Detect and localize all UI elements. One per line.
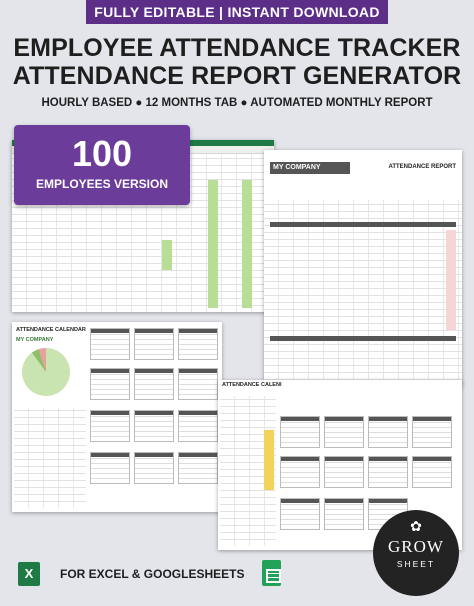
month-calendar <box>324 456 364 488</box>
report-company: MY COMPANY <box>270 162 350 174</box>
month-calendar <box>324 498 364 530</box>
employees-badge: 100 EMPLOYEES VERSION <box>14 125 190 205</box>
month-calendar <box>90 368 130 400</box>
calendar-company: MY COMPANY <box>16 337 54 343</box>
report-title: ATTENDANCE REPORT <box>388 164 456 170</box>
subtitle: HOURLY BASED ● 12 MONTHS TAB ● AUTOMATED… <box>41 97 433 109</box>
summary-table <box>14 408 86 508</box>
month-calendar <box>280 416 320 448</box>
grow-sheet-logo: ✿ GROW SHEET <box>373 510 459 596</box>
present-column <box>242 180 252 308</box>
month-calendar <box>368 416 408 448</box>
report-section-bar <box>270 336 456 341</box>
footer-text: FOR EXCEL & GOOGLESHEETS <box>60 567 245 581</box>
calendar-title: ATTENDANCE CALENDAR <box>16 327 86 333</box>
month-calendar <box>90 452 130 484</box>
month-calendar <box>324 416 364 448</box>
report-section-bar <box>270 222 456 227</box>
month-calendar <box>90 410 130 442</box>
month-calendar <box>412 456 452 488</box>
present-column <box>162 240 172 270</box>
report-total-column <box>446 230 456 330</box>
attendance-pie-chart <box>22 348 70 396</box>
present-column <box>208 180 218 308</box>
excel-icon: X <box>18 562 40 586</box>
month-calendar <box>368 456 408 488</box>
month-calendar <box>134 328 174 360</box>
month-calendar <box>178 328 218 360</box>
badge-number: 100 <box>71 133 133 174</box>
month-calendar <box>178 410 218 442</box>
calendar-title-2: ATTENDANCE CALENI <box>222 382 282 388</box>
logo-line-1: GROW <box>388 537 444 556</box>
month-calendar <box>90 328 130 360</box>
attendance-report-screenshot: MY COMPANY ATTENDANCE REPORT <box>264 150 462 386</box>
month-calendar <box>280 456 320 488</box>
top-banner: FULLY EDITABLE | INSTANT DOWNLOAD <box>86 0 388 24</box>
google-sheets-icon <box>262 560 281 586</box>
report-grid <box>264 200 462 386</box>
employee-calendar-screenshot: ATTENDANCE CALENI <box>218 380 462 550</box>
month-calendar <box>178 452 218 484</box>
month-calendar <box>134 368 174 400</box>
status-column <box>264 430 274 490</box>
month-calendar <box>412 416 452 448</box>
badge-label: EMPLOYEES VERSION <box>35 177 169 191</box>
month-calendar <box>280 498 320 530</box>
title-line-1: EMPLOYEE ATTENDANCE TRACKER <box>13 34 461 62</box>
flower-icon: ✿ <box>410 518 422 534</box>
month-calendar <box>178 368 218 400</box>
attendance-calendar-screenshot: ATTENDANCE CALENDAR MY COMPANY <box>12 322 222 512</box>
month-calendar <box>134 410 174 442</box>
logo-line-2: SHEET <box>396 559 436 569</box>
title-line-2: ATTENDANCE REPORT GENERATOR <box>12 62 462 90</box>
month-calendar <box>134 452 174 484</box>
